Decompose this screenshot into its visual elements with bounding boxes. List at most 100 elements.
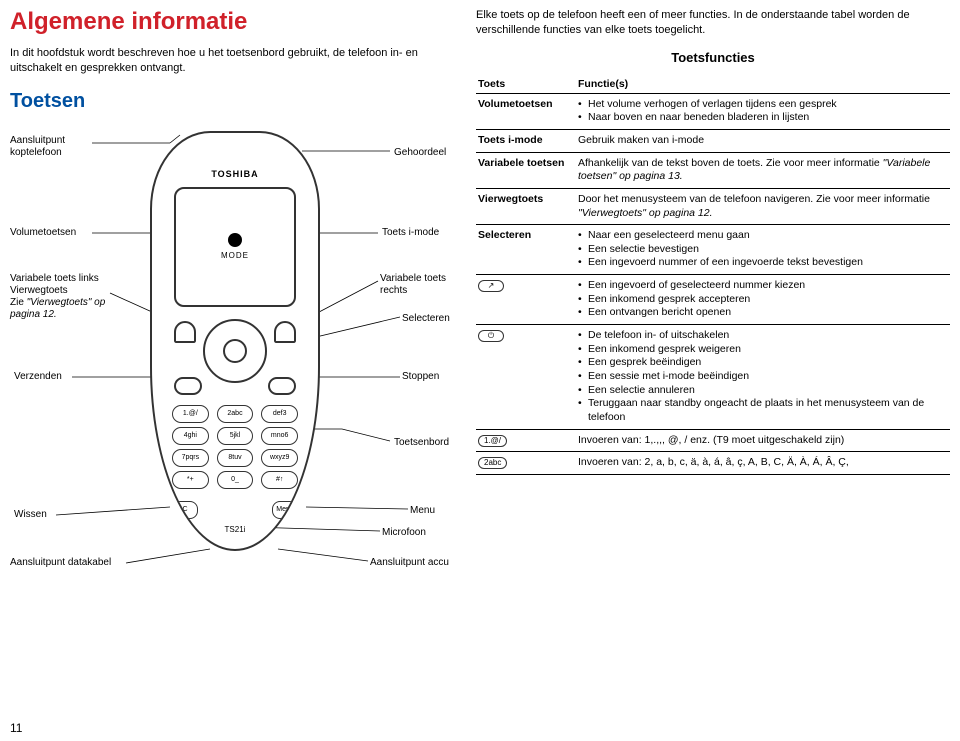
softkey-right-icon: [274, 321, 296, 343]
key-cell: 2abc: [476, 452, 576, 475]
table-row: Vierwegtoets Door het menusysteem van de…: [476, 188, 950, 224]
phone-illustration: TOSHIBA MODE 1.@/ 2abc def3 4ghi: [150, 131, 320, 551]
label-earpiece: Gehoordeel: [394, 147, 446, 159]
list-item: Een inkomend gesprek accepteren: [578, 293, 946, 307]
key-2: 2abc: [217, 405, 254, 423]
power-key-icon: ⏻: [478, 330, 504, 342]
functions-table: Toets Functie(s) Volumetoetsen Het volum…: [476, 75, 950, 475]
label-volume-keys: Volumetoetsen: [10, 227, 76, 239]
label-softkey-right: Variabele toets rechts: [380, 273, 460, 297]
label-softkey-left: Variabele toets links Vierwegtoets Zie "…: [10, 273, 110, 321]
list-item: Een selectie bevestigen: [578, 243, 946, 257]
fn-cell: Invoeren van: 2, a, b, c, ä, à, á, â, ç,…: [576, 452, 950, 475]
list-item: Een gesprek beëindigen: [578, 356, 946, 370]
key-cell: ⏻: [476, 325, 576, 429]
table-row: Volumetoetsen Het volume verhogen of ver…: [476, 93, 950, 129]
fn-cell: Invoeren van: 1,.,,, @, / enz. (T9 moet …: [576, 429, 950, 452]
key-cell: Vierwegtoets: [476, 188, 576, 224]
key-5: 5jkl: [217, 427, 254, 445]
label-microphone: Microfoon: [382, 527, 426, 539]
list-item: Naar een geselecteerd menu gaan: [578, 229, 946, 243]
table-row: Selecteren Naar een geselecteerd menu ga…: [476, 225, 950, 275]
key-0: 0_: [217, 471, 254, 489]
key-cell: Selecteren: [476, 225, 576, 275]
list-item: Een sessie met i-mode beëindigen: [578, 370, 946, 384]
fn-cell: De telefoon in- of uitschakelen Een inko…: [576, 325, 950, 429]
label-clear: Wissen: [14, 509, 47, 521]
list-item: Een ingevoerd of geselecteerd nummer kie…: [578, 279, 946, 293]
label-stop: Stoppen: [402, 371, 439, 383]
section-heading: Toetsen: [10, 90, 464, 113]
key-hash: #↑: [261, 471, 298, 489]
label-text: Variabele toets rechts: [380, 273, 446, 296]
c-button: C: [172, 501, 198, 519]
list-item: Een inkomend gesprek weigeren: [578, 343, 946, 357]
phone-model: TS21i: [152, 525, 318, 534]
col-key: Toets: [476, 75, 576, 94]
label-menu: Menu: [410, 505, 435, 517]
list-item: Teruggaan naar standby ongeacht de plaat…: [578, 397, 946, 424]
label-text: Variabele toets links: [10, 273, 99, 284]
imode-logo-icon: [228, 233, 242, 247]
list-item: Een ontvangen bericht openen: [578, 306, 946, 320]
list-item: Een selectie annuleren: [578, 384, 946, 398]
col-fn: Functie(s): [576, 75, 950, 94]
end-key-icon: [268, 377, 296, 395]
intro-paragraph: In dit hoofdstuk wordt beschreven hoe u …: [10, 46, 464, 76]
keypad: 1.@/ 2abc def3 4ghi 5jkl mno6 7pqrs 8tuv…: [172, 405, 298, 489]
list-item: De telefoon in- of uitschakelen: [578, 329, 946, 343]
nav-ring-icon: [203, 319, 267, 383]
key-8: 8tuv: [217, 449, 254, 467]
table-row: ⏻ De telefoon in- of uitschakelen Een in…: [476, 325, 950, 429]
key-cell: 1.@/: [476, 429, 576, 452]
key-cell: Volumetoetsen: [476, 93, 576, 129]
fn-cell: Gebruik maken van i-mode: [576, 129, 950, 152]
menu-button: Menu: [272, 501, 298, 519]
key-7: 7pqrs: [172, 449, 209, 467]
right-intro: Elke toets op de telefoon heeft een of m…: [476, 8, 950, 38]
table-title: Toetsfuncties: [476, 50, 950, 65]
page-number: 11: [10, 721, 22, 735]
phone-diagram: Aansluitpunt koptelefoon Volumetoetsen V…: [10, 121, 460, 601]
label-select: Selecteren: [402, 313, 450, 325]
list-item: Naar boven en naar beneden bladeren in l…: [578, 111, 946, 125]
label-imode-key: Toets i-mode: [382, 227, 439, 239]
send-key-icon: ↗: [478, 280, 504, 292]
label-headset-port: Aansluitpunt koptelefoon: [10, 135, 90, 159]
screen-label: MODE: [221, 251, 249, 260]
table-row: 1.@/ Invoeren van: 1,.,,, @, / enz. (T9 …: [476, 429, 950, 452]
key-2-icon: 2abc: [478, 457, 507, 469]
fn-cell: Het volume verhogen of verlagen tijdens …: [576, 93, 950, 129]
key-1: 1.@/: [172, 405, 209, 423]
key-cell: Toets i-mode: [476, 129, 576, 152]
key-6: mno6: [261, 427, 298, 445]
key-star: *+: [172, 471, 209, 489]
send-key-icon: [174, 377, 202, 395]
key-cell: ↗: [476, 275, 576, 325]
label-send: Verzenden: [14, 371, 62, 383]
list-item: Een ingevoerd nummer of een ingevoerde t…: [578, 256, 946, 270]
fn-cell: Door het menusysteem van de telefoon nav…: [576, 188, 950, 224]
softkey-left-icon: [174, 321, 196, 343]
fn-cell: Afhankelijk van de tekst boven de toets.…: [576, 152, 950, 188]
cross-reference: "Vierwegtoets" op pagina 12.: [578, 207, 713, 219]
phone-screen: MODE: [174, 187, 296, 307]
page-title: Algemene informatie: [10, 8, 464, 36]
table-row: Toets i-mode Gebruik maken van i-mode: [476, 129, 950, 152]
label-battery-port: Aansluitpunt accu: [370, 557, 449, 569]
table-row: 2abc Invoeren van: 2, a, b, c, ä, à, á, …: [476, 452, 950, 475]
fn-text: Door het menusysteem van de telefoon nav…: [578, 193, 930, 205]
key-3: def3: [261, 405, 298, 423]
key-4: 4ghi: [172, 427, 209, 445]
label-keypad: Toetsenbord: [394, 437, 449, 449]
label-text: Zie: [10, 297, 27, 308]
label-data-port: Aansluitpunt datakabel: [10, 557, 111, 569]
fn-cell: Een ingevoerd of geselecteerd nummer kie…: [576, 275, 950, 325]
key-cell: Variabele toetsen: [476, 152, 576, 188]
table-row: Variabele toetsen Afhankelijk van de tek…: [476, 152, 950, 188]
key-1-icon: 1.@/: [478, 435, 507, 447]
list-item: Het volume verhogen of verlagen tijdens …: [578, 98, 946, 112]
fn-text: Afhankelijk van de tekst boven de toets.…: [578, 157, 883, 169]
table-row: ↗ Een ingevoerd of geselecteerd nummer k…: [476, 275, 950, 325]
fn-cell: Naar een geselecteerd menu gaan Een sele…: [576, 225, 950, 275]
